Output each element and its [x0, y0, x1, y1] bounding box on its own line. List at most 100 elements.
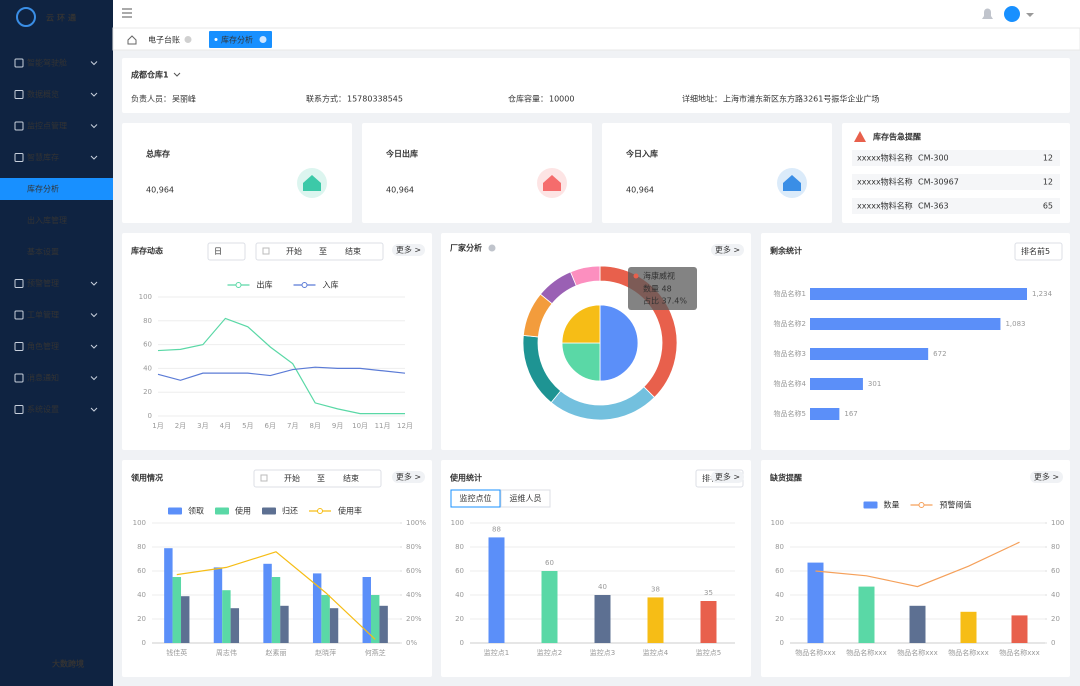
legend-label: 使用率 — [338, 506, 362, 516]
segment-label[interactable]: 运维人员 — [510, 493, 542, 503]
alert-code: CM-300 — [918, 154, 949, 163]
stat-value: 40,964 — [386, 186, 414, 195]
alert-name: xxxxx物料名称 — [857, 153, 913, 163]
date-range — [253, 469, 382, 488]
more-link[interactable]: 更多 > — [715, 245, 740, 255]
legend-label: 领取 — [188, 506, 204, 516]
x-tick-label: 6月 — [265, 422, 276, 430]
date-end[interactable]: 结束 — [345, 246, 361, 256]
tab[interactable]: 库存分析 — [221, 35, 253, 45]
submenu-item[interactable]: 库存分析 — [27, 184, 59, 194]
value-label: 1,234 — [1032, 290, 1053, 298]
alert-row — [852, 174, 1060, 190]
x-tick-label: 2月 — [175, 422, 186, 430]
panel-title: 剩余统计 — [770, 246, 802, 256]
stat-title: 总库存 — [146, 149, 170, 159]
tick-label: 0 — [142, 639, 146, 647]
date-start[interactable]: 开始 — [284, 473, 300, 483]
more-link[interactable]: 更多 > — [396, 245, 421, 255]
tick-label: 60 — [775, 567, 784, 575]
more-button — [1030, 471, 1063, 483]
more-link[interactable]: 更多 > — [1034, 472, 1059, 482]
menu-item[interactable]: 消息通知 — [27, 373, 59, 383]
chevron[interactable] — [173, 72, 181, 77]
more-link[interactable]: 更多 > — [396, 472, 421, 482]
menu-item[interactable]: 监控点管理 — [27, 121, 67, 131]
panel — [122, 460, 432, 677]
menu-item[interactable]: 智能驾驶舱 — [27, 58, 67, 68]
field-label: 仓库容量： — [508, 94, 548, 104]
submenu-item[interactable]: 出入库管理 — [27, 215, 67, 225]
value-label: 88 — [492, 525, 501, 533]
bar — [810, 348, 929, 360]
donut-segment — [570, 265, 601, 287]
menu-item[interactable]: 数据概览 — [27, 89, 59, 99]
alert-row — [852, 198, 1060, 214]
tick-label: 40 — [775, 591, 784, 599]
tick-label: 0 — [460, 639, 464, 647]
y-tick-label: 物品名称3 — [774, 349, 806, 358]
bar — [312, 573, 322, 643]
legend-dot — [301, 282, 308, 288]
date-start[interactable]: 开始 — [286, 246, 302, 256]
bar — [263, 563, 272, 643]
tick-label: 40 — [455, 591, 464, 599]
tab-close[interactable] — [259, 36, 267, 43]
line-series — [157, 366, 406, 381]
value-label: 60 — [545, 559, 554, 567]
bell-icon[interactable] — [982, 8, 993, 19]
menu-chevron — [90, 124, 98, 129]
x-tick-label: 9月 — [332, 422, 343, 430]
menu-icon — [14, 310, 24, 320]
date-end[interactable]: 结束 — [343, 473, 359, 483]
avatar[interactable] — [1004, 6, 1020, 22]
select-value[interactable]: 日 — [214, 247, 222, 256]
tick-label: 0 — [148, 412, 152, 420]
tooltip-line: 数量 48 — [643, 284, 672, 294]
select-value[interactable]: 排名前5 — [1021, 246, 1050, 256]
legend-label: 使用 — [235, 506, 251, 516]
x-tick-label: 监控点1 — [484, 648, 509, 657]
menu-chevron — [90, 407, 98, 412]
home-icon[interactable] — [127, 35, 137, 45]
bar — [370, 595, 380, 643]
submenu-item[interactable]: 基本设置 — [27, 247, 59, 257]
x-tick-label: 3月 — [197, 422, 208, 430]
stat-title: 今日入库 — [625, 149, 658, 159]
tick-label: 60 — [143, 341, 152, 349]
menu-item[interactable]: 预警管理 — [27, 278, 59, 288]
more-button — [392, 471, 425, 483]
menu-item[interactable]: 系统设置 — [27, 404, 59, 414]
menu-icon — [14, 342, 24, 351]
tick-label: 100 — [139, 293, 152, 301]
segment-label[interactable]: 监控点位 — [460, 493, 492, 503]
tick-label: 20% — [406, 615, 422, 623]
donut-segment — [599, 304, 639, 382]
tick-label: 80 — [143, 317, 152, 325]
bar — [164, 548, 173, 643]
more-link[interactable]: 更多 > — [715, 472, 740, 482]
x-tick-label: 物品名称xxx — [795, 648, 835, 657]
field-label: 联系方式： — [306, 94, 346, 104]
calendar-icon — [262, 247, 270, 255]
tick-label: 60 — [1051, 567, 1060, 575]
stat-card — [122, 123, 352, 223]
menu-item[interactable]: 智慧库存 — [27, 152, 59, 162]
menu-item[interactable]: 工单管理 — [27, 310, 59, 320]
tab-close[interactable] — [184, 36, 192, 43]
bar — [810, 408, 840, 420]
date-sep: 至 — [319, 247, 327, 256]
menu-chevron — [90, 344, 98, 349]
logo-text: 云环通 — [46, 13, 79, 23]
x-tick-label: 监控点2 — [537, 648, 562, 657]
tick-label: 60 — [137, 567, 146, 575]
menu-item[interactable]: 角色管理 — [27, 341, 59, 351]
tab[interactable]: 电子台账 — [148, 35, 180, 45]
tooltip — [628, 267, 697, 310]
info-icon — [488, 244, 496, 252]
bar — [909, 605, 926, 643]
menu-active — [0, 178, 113, 200]
legend-dot — [235, 282, 242, 288]
legend-swatch — [863, 501, 878, 509]
